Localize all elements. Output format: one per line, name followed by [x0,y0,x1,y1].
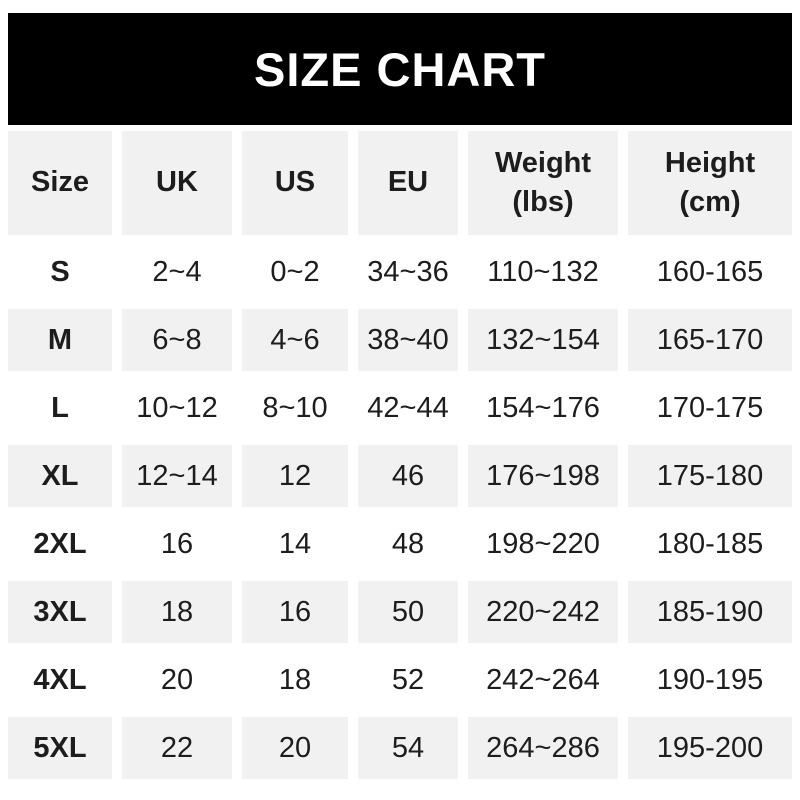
table-cell-us: 8~10 [242,377,348,439]
table-cell-eu: 52 [358,649,458,711]
table-cell-height-cm: 185-190 [628,581,792,643]
table-cell-eu: 48 [358,513,458,575]
table-cell-us: 0~2 [242,241,348,303]
row-label-cell: 5XL [8,717,112,779]
table-cell-eu: 54 [358,717,458,779]
table-cell-height-cm: 190-195 [628,649,792,711]
table-cell-weight-lbs: 198~220 [468,513,618,575]
page-title: SIZE CHART [254,42,546,96]
row-label-cell: 3XL [8,581,112,643]
table-cell-uk: 6~8 [122,309,232,371]
table-cell-weight-lbs: 132~154 [468,309,618,371]
table-cell-eu: 38~40 [358,309,458,371]
row-label-cell: M [8,309,112,371]
table-cell-uk: 10~12 [122,377,232,439]
table-cell-height-cm: 160-165 [628,241,792,303]
row-label-cell: XL [8,445,112,507]
header-cell-size: Size [8,131,112,235]
table-cell-uk: 22 [122,717,232,779]
table-cell-height-cm: 180-185 [628,513,792,575]
table-cell-eu: 46 [358,445,458,507]
table-cell-height-cm: 165-170 [628,309,792,371]
table-cell-height-cm: 175-180 [628,445,792,507]
table-cell-weight-lbs: 242~264 [468,649,618,711]
table-cell-uk: 20 [122,649,232,711]
table-cell-uk: 16 [122,513,232,575]
row-label-cell: L [8,377,112,439]
row-label-cell: 2XL [8,513,112,575]
row-label-cell: S [8,241,112,303]
table-cell-eu: 42~44 [358,377,458,439]
table-cell-weight-lbs: 110~132 [468,241,618,303]
table-cell-uk: 12~14 [122,445,232,507]
table-cell-us: 18 [242,649,348,711]
header-cell-us: US [242,131,348,235]
row-label-cell: 4XL [8,649,112,711]
table-cell-height-cm: 195-200 [628,717,792,779]
table-cell-us: 14 [242,513,348,575]
header-cell-height-cm: Height (cm) [628,131,792,235]
table-cell-eu: 50 [358,581,458,643]
header-cell-eu: EU [358,131,458,235]
table-cell-us: 20 [242,717,348,779]
table-cell-us: 4~6 [242,309,348,371]
size-table: Size UK US EU Weight (lbs) Height (cm) S 2~4 0~2… [8,131,792,779]
header-cell-weight-lbs: Weight (lbs) [468,131,618,235]
size-chart-banner: SIZE CHART [8,13,792,125]
table-cell-weight-lbs: 264~286 [468,717,618,779]
table-cell-weight-lbs: 176~198 [468,445,618,507]
table-cell-height-cm: 170-175 [628,377,792,439]
table-cell-us: 16 [242,581,348,643]
table-cell-weight-lbs: 220~242 [468,581,618,643]
header-cell-uk: UK [122,131,232,235]
table-cell-us: 12 [242,445,348,507]
table-cell-weight-lbs: 154~176 [468,377,618,439]
table-cell-uk: 18 [122,581,232,643]
table-cell-eu: 34~36 [358,241,458,303]
table-cell-uk: 2~4 [122,241,232,303]
